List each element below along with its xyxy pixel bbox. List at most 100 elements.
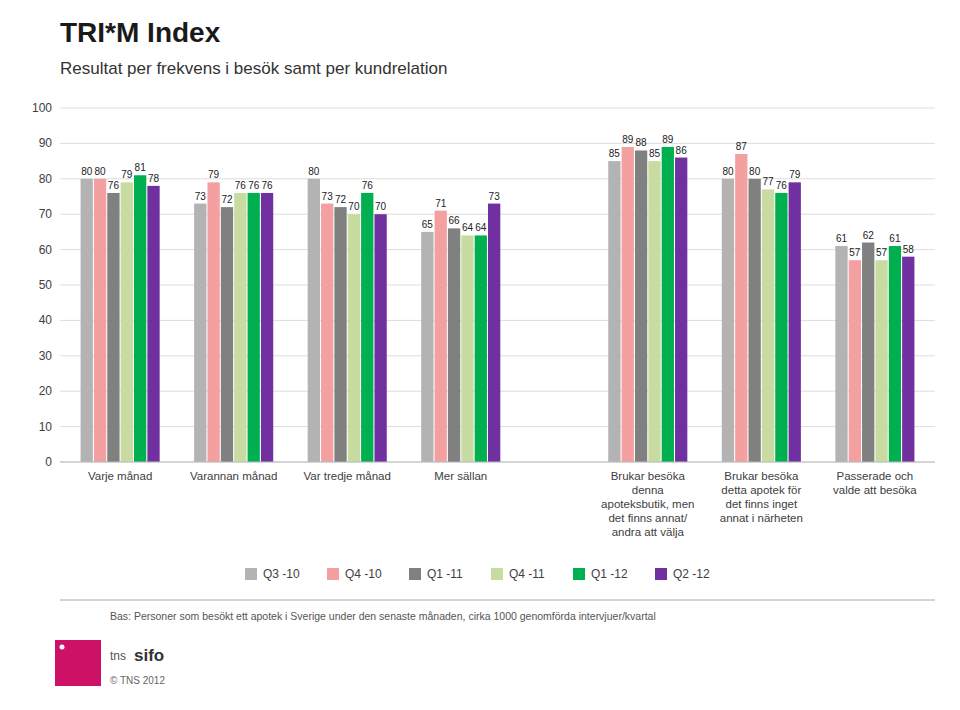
bar: [234, 193, 246, 462]
x-tick-label-line: det finns annat/: [608, 512, 687, 524]
x-tick-label: Mer sällan: [434, 470, 487, 482]
brand-text: tns: [110, 649, 126, 663]
data-label: 79: [208, 169, 220, 180]
legend-label: Q3 -10: [263, 567, 300, 581]
legend-swatch: [245, 568, 257, 580]
legend-label: Q1 -11: [427, 567, 463, 581]
data-label: 71: [435, 198, 447, 209]
bar: [121, 182, 133, 462]
data-label: 66: [449, 215, 461, 226]
data-label: 80: [95, 166, 107, 177]
x-tick-label-line: Varannan månad: [190, 470, 277, 482]
legend-swatch: [327, 568, 339, 580]
bar: [374, 214, 386, 462]
x-tick-label: Passerade ochvalde att besöka: [833, 470, 917, 496]
data-label: 78: [148, 173, 160, 184]
data-label: 86: [676, 145, 688, 156]
x-tick-label-line: Varje månad: [88, 470, 152, 482]
x-axis-line: [60, 462, 935, 463]
y-tick-label: 50: [39, 278, 53, 292]
bar: [435, 211, 447, 462]
logo-dot: [60, 645, 65, 650]
bar: [762, 189, 774, 462]
bar: [107, 193, 119, 462]
logo: [55, 640, 101, 686]
bar: [608, 161, 620, 462]
bar: [221, 207, 233, 462]
legend-label: Q4 -11: [509, 567, 545, 581]
data-label: 73: [195, 191, 207, 202]
bar: [789, 182, 801, 462]
data-label: 88: [636, 137, 648, 148]
bar: [348, 214, 360, 462]
data-label: 76: [108, 180, 120, 191]
bars: [81, 147, 915, 462]
data-label: 70: [375, 201, 387, 212]
data-label: 72: [335, 194, 347, 205]
bar: [207, 182, 219, 462]
bar: [862, 243, 874, 462]
bar: [648, 161, 660, 462]
y-tick-label: 40: [39, 313, 53, 327]
data-label: 85: [649, 148, 661, 159]
data-label: 76: [235, 180, 247, 191]
legend-label: Q1 -12: [591, 567, 628, 581]
bar: [675, 158, 687, 462]
bar: [147, 186, 159, 462]
bar: [334, 207, 346, 462]
bar: [421, 232, 433, 462]
x-tick-label: Varje månad: [88, 470, 152, 482]
data-label: 76: [362, 180, 374, 191]
data-label: 79: [121, 169, 133, 180]
data-label: 65: [422, 219, 434, 230]
data-label: 72: [221, 194, 233, 205]
x-tick-label-line: andra att välja: [612, 526, 685, 538]
title: TRI*M Index: [60, 17, 221, 48]
bar: [361, 193, 373, 462]
bar: [461, 235, 473, 462]
data-label: 73: [489, 191, 501, 202]
data-label: 80: [722, 166, 734, 177]
x-tick-label-line: apoteksbutik, men: [601, 498, 694, 510]
data-label: 76: [261, 180, 273, 191]
data-label: 77: [762, 176, 774, 187]
separator: [60, 600, 935, 601]
data-label: 76: [248, 180, 260, 191]
bar: [835, 246, 847, 462]
legend-swatch: [409, 568, 421, 580]
data-label: 62: [863, 230, 875, 241]
bar: [134, 175, 146, 462]
bar: [475, 235, 487, 462]
data-labels: 8073806585806180797371898757767272668880…: [81, 134, 914, 258]
legend-swatch: [573, 568, 585, 580]
bar: [902, 257, 914, 462]
bar: [261, 193, 273, 462]
data-label: 87: [736, 141, 748, 152]
data-label: 76: [776, 180, 788, 191]
grid-line: [60, 143, 935, 144]
copyright: © TNS 2012: [110, 675, 165, 686]
y-tick-label: 70: [39, 207, 53, 221]
data-label: 89: [662, 134, 674, 145]
data-label: 89: [622, 134, 634, 145]
grid: [60, 108, 935, 462]
grid-line: [60, 108, 935, 109]
bar: [889, 246, 901, 462]
x-tick-label-line: det finns inget: [726, 498, 798, 510]
bar: [875, 260, 887, 462]
data-label: 61: [836, 233, 848, 244]
legend-swatch: [655, 568, 667, 580]
legend-swatch: [491, 568, 503, 580]
bar: [448, 228, 460, 462]
y-tick-label: 0: [45, 455, 52, 469]
data-label: 70: [348, 201, 360, 212]
y-tick-label: 60: [39, 243, 53, 257]
bar: [775, 193, 787, 462]
y-tick-label: 90: [39, 136, 53, 150]
data-label: 81: [135, 162, 147, 173]
data-label: 80: [308, 166, 320, 177]
bar: [308, 179, 320, 462]
subtitle: Resultat per frekvens i besök samt per k…: [60, 59, 447, 78]
x-tick-label-line: Brukar besöka: [611, 470, 686, 482]
data-label: 61: [889, 233, 901, 244]
